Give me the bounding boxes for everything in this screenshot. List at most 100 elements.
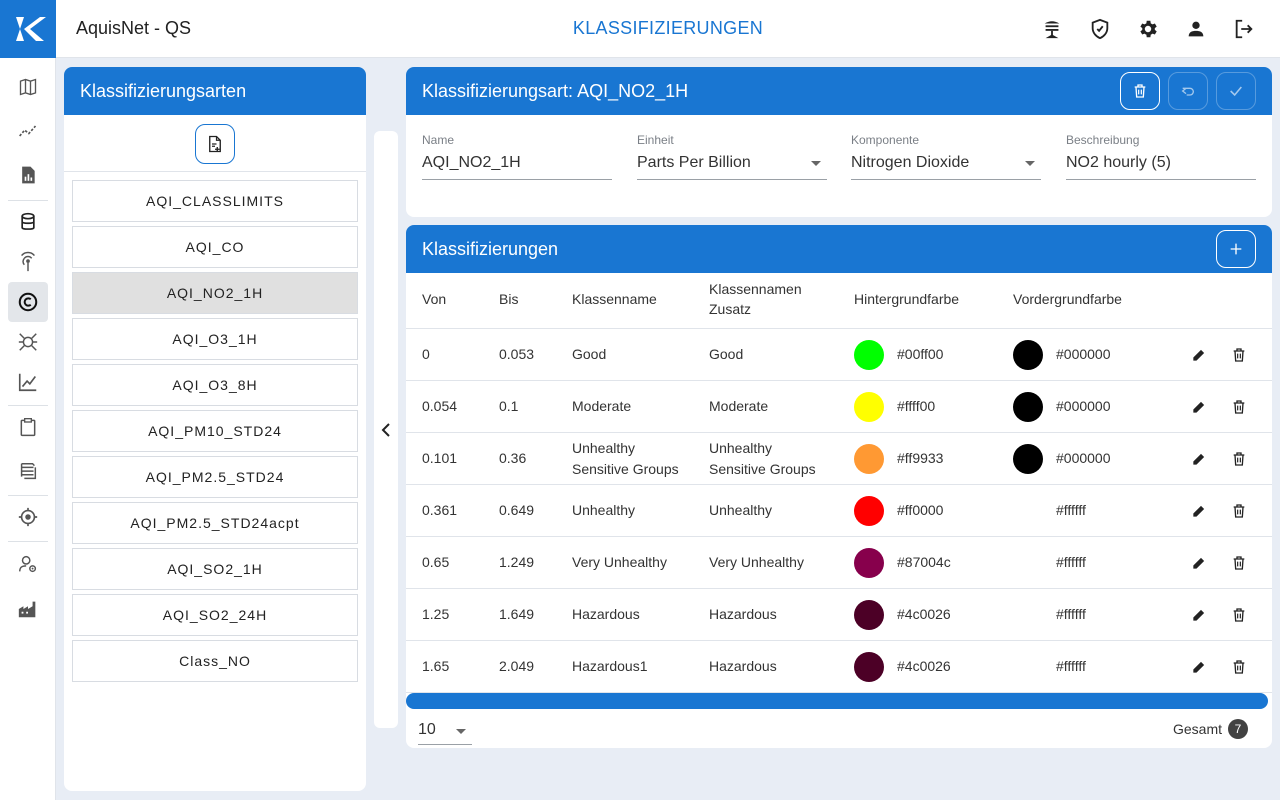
cell-from: 0.65 — [422, 554, 450, 570]
horizontal-scrollbar[interactable] — [406, 693, 1268, 709]
cell-class-name: Moderate — [572, 396, 631, 417]
col-class-name[interactable]: Klassenname — [572, 291, 657, 307]
logout-icon[interactable] — [1232, 17, 1256, 41]
type-item[interactable]: Class_NO — [72, 640, 358, 682]
shield-check-icon[interactable] — [1088, 17, 1112, 41]
table-row: 1.65 2.049 Hazardous1 Hazardous #4c0026 #ffff… — [406, 641, 1272, 693]
type-item[interactable]: AQI_PM10_STD24 — [72, 410, 358, 452]
cell-to: 0.36 — [499, 450, 527, 466]
meteo-station-icon[interactable] — [1040, 17, 1064, 41]
user-settings-icon[interactable] — [8, 544, 48, 584]
caret-down-icon — [1025, 161, 1035, 166]
trash-icon[interactable] — [1229, 605, 1249, 625]
table-row: 0.101 0.36 Unhealthy Sensitive Groups Unheal… — [406, 433, 1272, 485]
col-class-suffix[interactable]: Klassennamen Zusatz — [709, 279, 802, 319]
type-item[interactable]: AQI_SO2_1H — [72, 548, 358, 590]
virus-icon[interactable] — [8, 322, 48, 362]
component-value: Nitrogen Dioxide — [851, 154, 970, 171]
logo[interactable] — [0, 0, 56, 58]
clipboard-icon[interactable] — [8, 407, 48, 447]
factory-icon[interactable] — [8, 589, 48, 629]
cell-to: 2.049 — [499, 658, 535, 674]
classification-icon[interactable] — [8, 282, 48, 322]
layers-icon[interactable] — [8, 452, 48, 492]
edit-icon[interactable] — [1189, 449, 1209, 469]
col-background[interactable]: Hintergrundfarbe — [854, 291, 960, 307]
antenna-icon[interactable] — [8, 242, 48, 282]
class-name-line1: Hazardous — [572, 606, 640, 622]
trash-icon[interactable] — [1229, 657, 1249, 677]
type-item[interactable]: AQI_O3_8H — [72, 364, 358, 406]
type-item-selected[interactable]: AQI_NO2_1H — [72, 272, 358, 314]
report-icon[interactable] — [8, 155, 48, 195]
component-select[interactable]: Nitrogen Dioxide — [851, 153, 1041, 180]
description-field[interactable]: Beschreibung NO2 hourly (5) — [1066, 133, 1256, 180]
cell-from: 1.65 — [422, 658, 450, 674]
trash-icon[interactable] — [1229, 553, 1249, 573]
cell-class-suffix: Moderate — [709, 396, 768, 417]
map-icon[interactable] — [8, 67, 48, 107]
chart-icon[interactable] — [8, 362, 48, 402]
cell-background: #4c0026 — [897, 606, 951, 622]
edit-icon[interactable] — [1189, 397, 1209, 417]
trend-icon[interactable] — [8, 111, 48, 151]
database-icon[interactable] — [8, 202, 48, 242]
table-row: 0.054 0.1 Moderate Moderate #ffff00 #000000 — [406, 381, 1272, 433]
cell-class-name: Good — [572, 344, 606, 365]
add-class-button[interactable] — [1216, 230, 1256, 268]
unit-field[interactable]: Einheit Parts Per Billion — [637, 133, 827, 180]
add-document-icon — [209, 135, 221, 153]
edit-icon[interactable] — [1189, 657, 1209, 677]
undo-button[interactable] — [1168, 72, 1208, 110]
col-from[interactable]: Von — [422, 291, 447, 307]
type-item[interactable]: AQI_PM2.5_STD24acpt — [72, 502, 358, 544]
class-suffix-line1: Good — [709, 346, 744, 362]
trash-icon[interactable] — [1229, 501, 1249, 521]
foreground-color-swatch — [1013, 444, 1043, 474]
cell-class-name: Unhealthy Sensitive Groups — [572, 438, 679, 480]
unit-select[interactable]: Parts Per Billion — [637, 153, 827, 180]
unit-value: Parts Per Billion — [637, 154, 751, 171]
name-label: Name — [422, 133, 455, 147]
class-suffix-line1: Unhealthy — [709, 440, 773, 456]
logo-icon — [16, 17, 46, 41]
edit-icon[interactable] — [1189, 553, 1209, 573]
type-item[interactable]: AQI_CO — [72, 226, 358, 268]
component-field[interactable]: Komponente Nitrogen Dioxide — [851, 133, 1041, 180]
unit-label: Einheit — [637, 133, 674, 147]
user-icon[interactable] — [1184, 17, 1208, 41]
table-row: 0.361 0.649 Unhealthy Unhealthy #ff0000 #ffff… — [406, 485, 1272, 537]
collapse-panel-button[interactable] — [374, 131, 398, 728]
edit-icon[interactable] — [1189, 501, 1209, 521]
cell-to: 0.053 — [499, 346, 535, 362]
cell-background: #ff9933 — [897, 450, 944, 466]
background-color-swatch — [854, 548, 884, 578]
description-input[interactable]: NO2 hourly (5) — [1066, 153, 1256, 180]
target-icon[interactable] — [8, 497, 48, 537]
class-name-line1: Hazardous1 — [572, 658, 648, 674]
cell-background: #87004c — [897, 554, 951, 570]
table-row: 1.25 1.649 Hazardous Hazardous #4c0026 #fffff… — [406, 589, 1272, 641]
background-color-swatch — [854, 444, 884, 474]
check-icon — [1230, 86, 1242, 97]
type-item[interactable]: AQI_SO2_24H — [72, 594, 358, 636]
page-size-select[interactable]: 10 — [418, 719, 472, 745]
trash-icon[interactable] — [1229, 345, 1249, 365]
col-class-suffix-line2: Zusatz — [709, 301, 752, 317]
type-item[interactable]: AQI_CLASSLIMITS — [72, 180, 358, 222]
type-item[interactable]: AQI_PM2.5_STD24 — [72, 456, 358, 498]
trash-icon[interactable] — [1229, 397, 1249, 417]
class-name-line1: Unhealthy — [572, 502, 636, 518]
name-input[interactable]: AQI_NO2_1H — [422, 153, 612, 180]
save-button[interactable] — [1216, 72, 1256, 110]
edit-icon[interactable] — [1189, 605, 1209, 625]
gear-icon[interactable] — [1136, 17, 1160, 41]
col-to[interactable]: Bis — [499, 291, 519, 307]
name-field[interactable]: Name AQI_NO2_1H — [422, 133, 612, 180]
trash-icon[interactable] — [1229, 449, 1249, 469]
delete-type-button[interactable] — [1120, 72, 1160, 110]
type-item[interactable]: AQI_O3_1H — [72, 318, 358, 360]
edit-icon[interactable] — [1189, 345, 1209, 365]
add-type-button[interactable] — [195, 124, 235, 164]
col-foreground[interactable]: Vordergrundfarbe — [1013, 291, 1122, 307]
